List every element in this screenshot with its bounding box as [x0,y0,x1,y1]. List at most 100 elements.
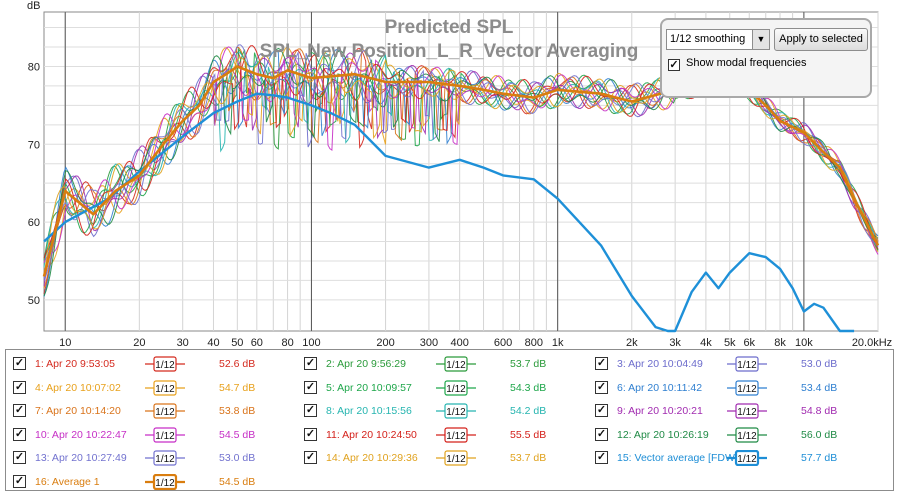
chevron-down-icon[interactable]: ▼ [752,30,769,49]
smoothing-label: 1/12 [155,407,175,418]
smoothing-swatch[interactable]: 1/12 [727,403,767,419]
legend-item[interactable]: ✓ 12: Apr 20 10:26:19 1/12 56.0 dB [595,427,875,444]
controls-panel: 1/12 smoothing ▼ Apply to selected ✓ Show… [660,18,872,98]
legend-checkbox[interactable]: ✓ [13,380,26,394]
apply-to-selected-button[interactable]: Apply to selected [774,28,868,51]
legend-checkbox[interactable]: ✓ [595,357,608,370]
legend-checkbox[interactable]: ✓ [13,427,26,441]
legend-item[interactable]: ✓ 5: Apr 20 10:09:57 1/12 54.3 dB [304,379,584,397]
y-tick-label: 80 [28,61,40,73]
smoothing-label: 1/12 [155,360,175,371]
smoothing-label: 1/12 [737,454,757,465]
legend-item[interactable]: ✓ 2: Apr 20 9:56:29 1/12 53.7 dB [304,356,584,373]
legend-db-value: 53.0 dB [219,452,256,465]
legend-label: 5: Apr 20 10:09:57 [326,381,412,394]
smoothing-swatch[interactable]: 1/12 [145,356,185,372]
legend-label: 3: Apr 20 10:04:49 [617,358,703,370]
legend-db-value: 54.8 dB [801,405,838,418]
legend-item[interactable]: ✓ 16: Average 1 1/12 54.5 dB [13,474,293,491]
legend-checkbox[interactable]: ✓ [13,475,26,488]
show-modal-label: Show modal frequencies [686,57,807,69]
legend-checkbox[interactable]: ✓ [304,357,317,370]
legend-checkbox[interactable]: ✓ [13,451,26,465]
smoothing-swatch[interactable]: 1/12 [145,427,185,443]
x-tick-label: 300 [420,337,438,349]
smoothing-swatch[interactable]: 1/12 [436,356,476,372]
legend-label: 4: Apr 20 10:07:02 [35,381,121,394]
legend-checkbox[interactable]: ✓ [304,404,317,418]
measurement-legend: ✓ 1: Apr 20 9:53:05 1/12 52.6 dB ✓ 2: Apr 20 … [5,349,894,491]
show-modal-frequencies-option[interactable]: ✓ Show modal frequencies [668,57,806,71]
smoothing-label: 1/12 [155,454,175,465]
smoothing-swatch[interactable]: 1/12 [436,379,476,396]
swatch-box [444,403,468,419]
smoothing-swatch[interactable]: 1/12 [727,427,767,443]
legend-checkbox[interactable]: ✓ [595,427,608,441]
x-tick-label: 10 [59,337,71,349]
smoothing-swatch[interactable]: 1/12 [436,403,476,419]
legend-item[interactable]: ✓ 4: Apr 20 10:07:02 1/12 54.7 dB [13,379,293,397]
x-tick-label: 800 [525,337,543,349]
legend-label: 9: Apr 20 10:20:21 [617,405,703,418]
smoothing-select[interactable]: 1/12 smoothing ▼ [666,29,770,50]
smoothing-swatch[interactable]: 1/12 [145,379,185,396]
legend-db-value: 53.0 dB [801,358,838,370]
x-tick-label: 80 [281,337,293,349]
legend-item[interactable]: ✓ 15: Vector average [FDW] 1/12 57.7 dB [595,450,875,467]
legend-item[interactable]: ✓ 3: Apr 20 10:04:49 1/12 53.0 dB [595,356,875,373]
swatch-box [734,450,760,467]
smoothing-swatch[interactable]: 1/12 [727,356,767,372]
smoothing-swatch[interactable]: 1/12 [436,450,476,466]
smoothing-label: 1/12 [155,431,175,442]
legend-checkbox[interactable]: ✓ [595,380,608,394]
legend-label: 7: Apr 20 10:14:20 [35,405,121,418]
legend-checkbox[interactable]: ✓ [304,451,317,465]
legend-item[interactable]: ✓ 7: Apr 20 10:14:20 1/12 53.8 dB [13,403,293,420]
smoothing-swatch[interactable]: 1/12 [145,450,185,466]
smoothing-swatch[interactable]: 1/12 [436,427,476,443]
legend-label: 13: Apr 20 10:27:49 [35,452,127,465]
x-tick-label: 20 [133,337,145,349]
legend-db-value: 53.7 dB [510,452,547,465]
x-tick-label: 40 [207,337,219,349]
legend-item[interactable]: ✓ 14: Apr 20 10:29:36 1/12 53.7 dB [304,450,584,467]
legend-db-value: 53.8 dB [219,405,256,418]
legend-db-value: 54.2 dB [510,405,547,418]
swatch-box [153,403,177,419]
legend-item[interactable]: ✓ 1: Apr 20 9:53:05 1/12 52.6 dB [13,356,293,373]
smoothing-label: 1/12 [446,454,466,465]
x-tick-label: 20.0kHz [852,337,892,349]
smoothing-swatch[interactable]: 1/12 [145,403,185,419]
smoothing-swatch[interactable]: 1/12 [145,474,185,490]
legend-checkbox[interactable]: ✓ [13,404,26,418]
swatch-box [153,356,177,372]
legend-checkbox[interactable]: ✓ [595,451,608,465]
legend-item[interactable]: ✓ 11: Apr 20 10:24:50 1/12 55.5 dB [304,427,584,444]
swatch-box [444,379,468,396]
smoothing-label: 1/12 [737,407,757,418]
legend-checkbox[interactable]: ✓ [13,357,26,370]
x-tick-label: 100 [302,337,320,349]
series-average-1 [42,65,880,277]
legend-db-value: 54.5 dB [219,476,256,488]
x-tick-label: 8k [774,337,786,349]
legend-checkbox[interactable]: ✓ [304,380,317,394]
x-tick-label: 200 [376,337,394,349]
x-tick-label: 50 [231,337,243,349]
legend-checkbox[interactable]: ✓ [304,427,317,441]
smoothing-swatch[interactable]: 1/12 [727,379,767,396]
swatch-box [444,450,468,466]
swatch-box [444,427,468,443]
legend-item[interactable]: ✓ 13: Apr 20 10:27:49 1/12 53.0 dB [13,450,293,467]
legend-item[interactable]: ✓ 10: Apr 20 10:22:47 1/12 54.5 dB [13,427,293,444]
legend-item[interactable]: ✓ 9: Apr 20 10:20:21 1/12 54.8 dB [595,403,875,420]
legend-label: 12: Apr 20 10:26:19 [617,428,709,441]
legend-label: 11: Apr 20 10:24:50 [326,428,417,441]
show-modal-checkbox[interactable]: ✓ [668,59,680,71]
legend-item[interactable]: ✓ 6: Apr 20 10:11:42 1/12 53.4 dB [595,379,875,397]
x-tick-label: 60 [251,337,263,349]
legend-checkbox[interactable]: ✓ [595,404,608,418]
legend-item[interactable]: ✓ 8: Apr 20 10:15:56 1/12 54.2 dB [304,403,584,420]
smoothing-label: 1/12 [446,407,466,418]
smoothing-swatch[interactable]: 1/12 [727,450,767,467]
